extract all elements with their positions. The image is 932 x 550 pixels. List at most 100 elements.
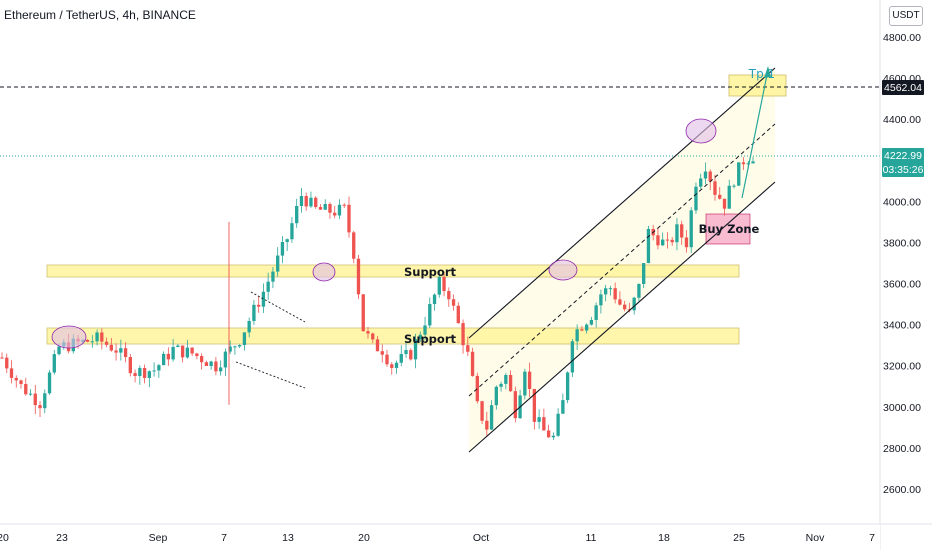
wedge-upper-line <box>250 291 306 323</box>
candle-body <box>233 346 237 348</box>
candle-body <box>247 320 251 333</box>
candle-body <box>494 386 498 406</box>
candle-body <box>152 370 156 372</box>
candle-body <box>442 276 446 292</box>
candle-body <box>661 239 665 246</box>
candle-body <box>371 333 375 340</box>
candle-body <box>166 353 171 360</box>
buy-zone-box[interactable] <box>705 213 751 245</box>
candle-body <box>428 304 432 326</box>
candle-body <box>656 235 660 246</box>
candle-body <box>138 367 142 376</box>
candle-body <box>323 204 327 210</box>
last-price-tag-text: 4222.99 <box>884 150 922 162</box>
candle-body <box>646 228 651 264</box>
candle-body <box>456 305 460 324</box>
tp-label: Tp 1 <box>748 67 775 81</box>
time-axis[interactable] <box>0 524 880 550</box>
candle-body <box>523 371 527 396</box>
candle-body <box>209 361 213 367</box>
candle-body <box>703 171 708 179</box>
candle-body <box>361 294 365 332</box>
candle-body <box>418 334 422 340</box>
candle-body <box>642 263 646 284</box>
candle-body <box>394 362 399 368</box>
candle-body <box>594 305 598 320</box>
channel-upper-line <box>468 67 776 339</box>
candle-body <box>9 368 14 378</box>
candle-body <box>204 362 209 367</box>
candle-body <box>242 332 247 346</box>
countdown-text: 03:35:26 <box>883 164 924 176</box>
candle-body <box>670 239 674 243</box>
price-tick-5: 3600.00 <box>883 279 921 291</box>
candle-body <box>309 197 313 207</box>
candle-body <box>290 223 294 240</box>
highlight-circle-4 <box>685 118 717 144</box>
candle-body <box>437 276 441 295</box>
candle-body <box>551 435 556 438</box>
candle-body <box>413 339 418 360</box>
candle-body <box>333 212 337 216</box>
time-tick-10: Nov <box>806 532 825 544</box>
support-zone-lower[interactable] <box>46 327 740 345</box>
candle-body <box>737 162 741 186</box>
candle-body <box>57 346 61 355</box>
candle-body <box>328 204 332 213</box>
candle-body <box>337 204 342 216</box>
candle-body <box>532 388 537 422</box>
candle-body <box>466 345 470 352</box>
target-zone[interactable] <box>728 74 787 97</box>
candle-body <box>746 163 750 165</box>
candle-body <box>684 237 689 248</box>
candle-body <box>271 271 275 282</box>
time-axis-ticks: 20 23 Sep 7 13 20 Oct 11 18 25 Nov 7 <box>0 532 875 544</box>
chart-title: Ethereum / TetherUS, 4h, BINANCE <box>4 8 196 22</box>
candle-body <box>565 372 570 401</box>
candle-body <box>218 367 223 372</box>
target-price-tag-text: 4562.04 <box>884 82 922 94</box>
candle-body <box>52 354 56 373</box>
candle-body <box>100 332 104 342</box>
candle-body <box>237 345 242 347</box>
candle-body <box>190 347 194 354</box>
candle-body <box>342 204 346 206</box>
candle-body <box>95 332 99 342</box>
candle-body <box>699 178 703 187</box>
candle-body <box>304 196 308 207</box>
candle-body <box>352 232 356 259</box>
currency-button[interactable]: USDT <box>889 6 923 26</box>
candle-body <box>599 294 603 306</box>
candle-body <box>470 351 475 376</box>
candle-body <box>276 255 280 272</box>
candle-body <box>727 185 731 209</box>
candle-body <box>133 373 137 376</box>
candle-body <box>751 161 755 164</box>
candle-body <box>142 367 147 378</box>
candle-body <box>252 304 256 321</box>
time-tick-1: 23 <box>56 532 68 544</box>
candle-body <box>85 339 90 342</box>
candle-body <box>603 288 608 295</box>
target-price-tag <box>882 80 924 95</box>
candle-body <box>404 350 408 354</box>
highlight-circle-2 <box>312 262 336 282</box>
candle-body <box>28 393 33 395</box>
candle-body <box>214 361 218 372</box>
candle-body <box>161 353 166 366</box>
candle-body <box>475 375 479 402</box>
candle-body <box>195 353 199 357</box>
time-tick-7: 11 <box>586 532 597 544</box>
candle-body <box>199 356 204 363</box>
candle-body <box>176 345 180 347</box>
candle-body <box>689 210 693 248</box>
support-zone-upper[interactable] <box>46 264 740 278</box>
candle-body <box>24 384 28 395</box>
candle-body <box>390 364 394 368</box>
candle-body <box>623 304 627 310</box>
candle-body <box>447 291 451 300</box>
candle-body <box>185 347 190 358</box>
candle-body <box>575 329 579 342</box>
candle-body <box>14 377 18 381</box>
